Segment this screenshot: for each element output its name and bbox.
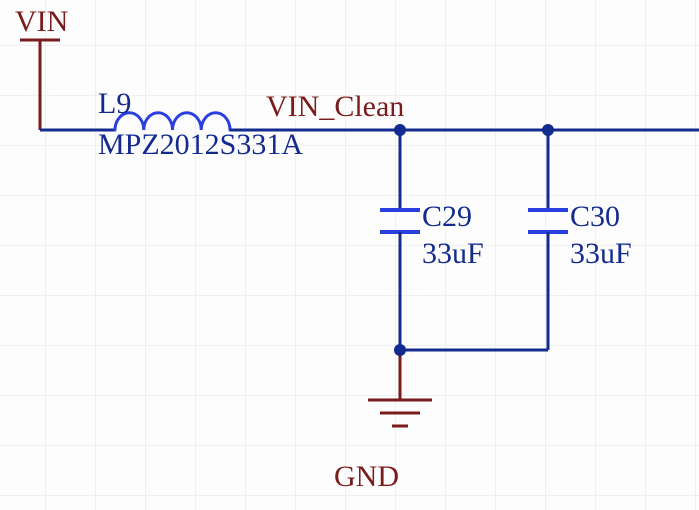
net-label-vin: VIN [15, 5, 68, 39]
cap-c29-value: 33uF [422, 237, 484, 271]
cap-c29-ref: C29 [422, 200, 472, 234]
inductor-value: MPZ2012S331A [98, 128, 303, 162]
cap-c30-value: 33uF [570, 237, 632, 271]
cap-c30-ref: C30 [570, 200, 620, 234]
inductor-ref: L9 [98, 87, 131, 121]
net-label-vin-clean: VIN_Clean [266, 90, 404, 124]
net-label-gnd: GND [334, 460, 399, 494]
